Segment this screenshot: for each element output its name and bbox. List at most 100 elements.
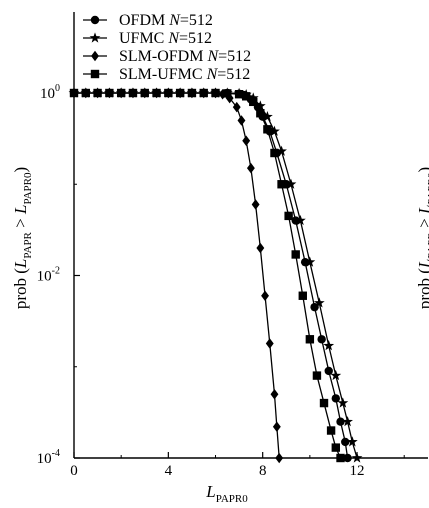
data-point — [93, 88, 102, 98]
data-point — [272, 421, 281, 433]
legend-item: SLM-UFMC N=512 — [83, 66, 250, 83]
data-point — [343, 453, 352, 463]
data-point — [199, 88, 208, 98]
data-point — [276, 145, 287, 156]
data-point — [242, 135, 251, 146]
data-point — [351, 452, 363, 463]
data-point — [310, 302, 319, 312]
data-point — [232, 101, 241, 113]
data-point — [336, 417, 345, 426]
data-point — [223, 89, 232, 98]
y-axis-label: prob (LPAPR > LPAPR0) — [11, 167, 34, 309]
data-point — [262, 111, 273, 122]
data-point — [89, 32, 101, 43]
data-point — [256, 242, 265, 254]
data-point — [105, 88, 114, 98]
data-point — [270, 148, 279, 158]
data-point — [187, 88, 197, 98]
data-point — [331, 394, 341, 403]
series-line — [74, 92, 349, 459]
data-point — [336, 453, 345, 463]
x-axis-label: LPAPR0 — [205, 482, 248, 505]
data-point — [265, 338, 274, 349]
data-point — [284, 211, 293, 221]
legend-label: OFDM N=512 — [119, 12, 213, 29]
data-point — [342, 416, 353, 427]
data-point — [317, 335, 326, 344]
x-tick-label: 12 — [350, 463, 365, 479]
data-point — [251, 199, 260, 210]
series-square — [69, 88, 345, 463]
series-layer — [68, 87, 363, 464]
data-point — [90, 15, 100, 25]
data-point — [175, 88, 185, 98]
y-tick-label: 10-2 — [37, 266, 60, 285]
data-point — [323, 340, 335, 351]
data-point — [270, 388, 279, 400]
data-point — [91, 50, 99, 62]
series-star — [68, 87, 363, 463]
data-point — [313, 297, 325, 308]
legend-label: UFMC N=512 — [119, 30, 212, 47]
axes: 0 4 8 12 100 10-2 10-4 — [37, 12, 428, 479]
data-point — [269, 125, 280, 136]
data-point — [298, 291, 307, 300]
legend-item: SLM-OFDM N=512 — [83, 48, 251, 65]
x-tick-label: 8 — [259, 463, 267, 479]
data-point — [295, 214, 306, 226]
data-point — [330, 369, 342, 381]
data-point — [128, 88, 138, 98]
data-point — [346, 436, 358, 447]
data-point — [291, 216, 300, 225]
series-diamond — [70, 87, 284, 464]
data-point — [275, 452, 284, 464]
data-point — [90, 69, 100, 79]
data-point — [300, 257, 310, 267]
legend-item: UFMC N=512 — [83, 30, 212, 47]
legend-item: OFDM N=512 — [83, 12, 213, 29]
data-point — [277, 180, 286, 189]
data-point — [249, 97, 258, 107]
data-point — [319, 398, 329, 408]
data-point — [341, 437, 350, 447]
data-point — [116, 88, 126, 98]
data-point — [140, 88, 149, 98]
data-point — [164, 88, 173, 98]
data-point — [312, 371, 322, 380]
data-point — [256, 109, 265, 118]
x-tick-label: 4 — [165, 463, 173, 479]
data-point — [261, 290, 269, 301]
data-point — [324, 366, 333, 376]
series-line — [74, 92, 280, 459]
data-point — [237, 115, 246, 126]
data-point — [326, 426, 336, 435]
adjacent-panel-y-label: prob (LPAPR > LPAPR0) — [415, 167, 429, 309]
data-point — [291, 250, 300, 259]
series-line — [74, 92, 342, 459]
x-tick-label: 0 — [70, 463, 78, 479]
data-point — [234, 90, 244, 99]
series-line — [74, 92, 358, 459]
data-point — [337, 397, 349, 408]
data-point — [241, 92, 251, 101]
data-point — [305, 335, 315, 344]
data-point — [69, 88, 79, 98]
data-point — [246, 162, 255, 174]
data-point — [211, 88, 220, 98]
data-point — [247, 92, 259, 103]
legend-label: SLM-UFMC N=512 — [119, 66, 250, 83]
data-point — [81, 88, 90, 98]
data-point — [263, 125, 272, 134]
data-point — [254, 100, 266, 111]
data-point — [152, 88, 161, 98]
data-point — [304, 256, 316, 267]
data-point — [285, 178, 297, 189]
y-tick-label: 10-4 — [37, 448, 60, 467]
legend-label: SLM-OFDM N=512 — [119, 48, 251, 65]
axis-labels: LPAPR0 prob (LPAPR > LPAPR0) prob (LPAPR >… — [11, 167, 429, 505]
y-tick-label: 100 — [40, 83, 60, 102]
data-point — [331, 443, 341, 452]
series-circle — [69, 88, 352, 463]
